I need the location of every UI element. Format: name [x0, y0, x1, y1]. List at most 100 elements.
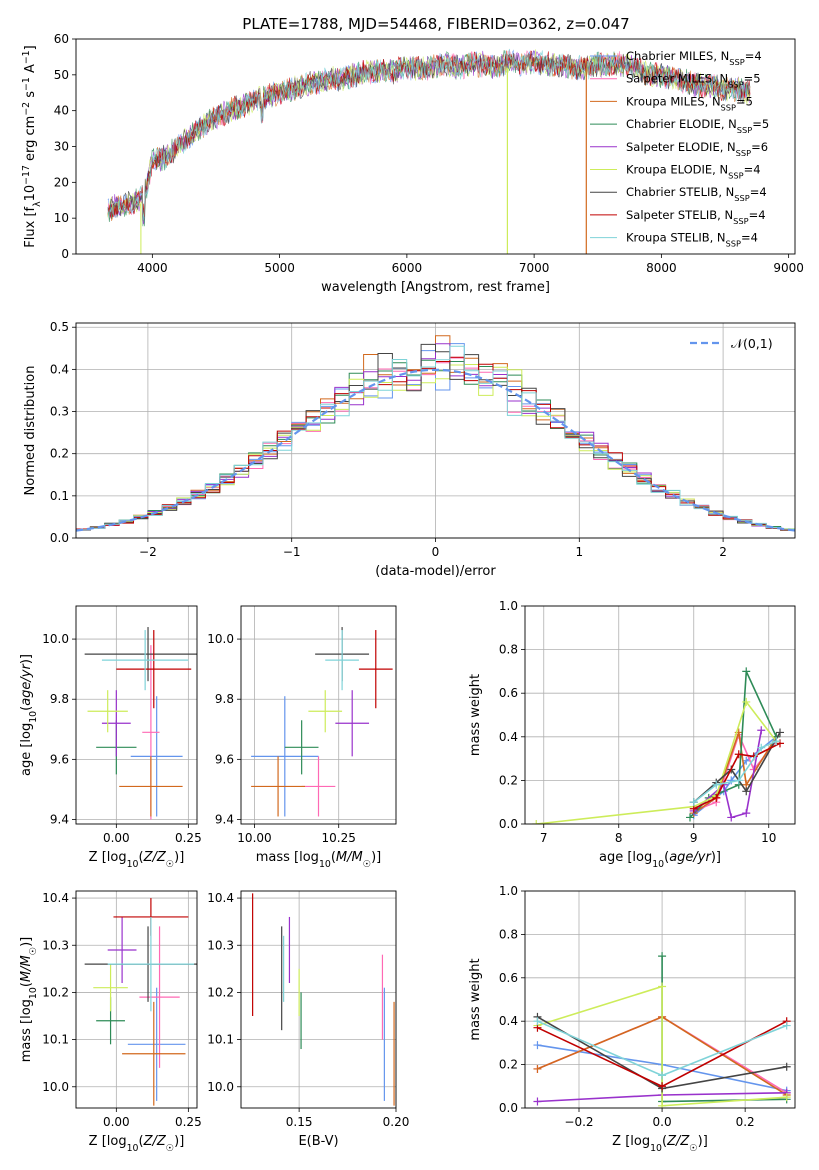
errorbar-points: [251, 627, 393, 817]
mass-weight-marker: [689, 798, 698, 807]
y-tick-label: 10.1: [42, 1033, 69, 1047]
mass-weight-marker: [727, 813, 736, 822]
mass-weight-marker: [757, 726, 766, 735]
mass-weight-marker: [686, 813, 694, 822]
residuals-panel: −2 −1 0 1 2 0.0 0.1 0.2 0.3 0.4 0.5 (data-model)/er…: [23, 320, 796, 579]
mass-weight-marker: [658, 982, 667, 991]
x-axis-label: (data-model)/error: [375, 564, 496, 579]
mass-weight-marker: [727, 776, 736, 785]
x-tick-label: 9: [690, 831, 698, 845]
x-tick-label: 0.2: [736, 1115, 755, 1129]
y-tick-label: 0.4: [499, 1014, 518, 1028]
x-tick-label: 9000: [773, 261, 804, 275]
mass-weight-marker: [776, 739, 784, 748]
y-tick-label: 1.0: [499, 884, 518, 898]
y-axis-label: mass weight: [468, 674, 483, 756]
y-tick-label: 0.4: [50, 362, 69, 376]
x-tick-label: 10: [761, 831, 776, 845]
x-tick-label: −2: [139, 545, 157, 559]
x-tick-label: 5000: [264, 261, 295, 275]
y-tick-label: 9.8: [215, 692, 234, 706]
spectrum-series: [107, 48, 751, 254]
x-tick-label: 8000: [646, 261, 677, 275]
y-tick-label: 0.6: [499, 686, 518, 700]
mass-weight-marker: [742, 667, 751, 676]
x-tick-label: 10.25: [322, 831, 356, 845]
axes-frame: [75, 890, 198, 1109]
x-tick-label: 8: [615, 831, 623, 845]
mass-weight-marker: [658, 1071, 667, 1080]
y-tick-label: 9.6: [215, 752, 234, 766]
x-axis-label: Z [log10(Z/Z☉)]: [89, 850, 185, 870]
x-tick-label: 0.15: [286, 1115, 313, 1129]
legend-label: Chabrier ELODIE, NSSP=5: [626, 117, 769, 135]
x-tick-label: 0: [432, 545, 440, 559]
y-tick-label: 9.6: [50, 752, 69, 766]
age-vs-metallicity-panel: 0.00 0.25 9.4 9.6 9.8 10.0 Z [log10(Z/Z☉)] age …: [19, 605, 202, 870]
y-tick-label: 9.4: [50, 812, 69, 826]
y-tick-label: 50: [54, 68, 69, 82]
errorbar-points: [84, 898, 197, 1106]
errorbar-points: [84, 627, 197, 820]
mass-weight-marker: [658, 1101, 667, 1108]
mass-weight-marker: [757, 743, 766, 752]
legend-label: Kroupa STELIB, NSSP=4: [626, 231, 758, 249]
legend-label: Salpeter STELIB, NSSP=4: [626, 208, 766, 226]
spectrum-line: [107, 48, 751, 221]
x-tick-label: 0.00: [103, 1115, 130, 1129]
mass-weight-marker: [533, 1097, 542, 1106]
y-tick-label: 10.0: [42, 632, 69, 646]
y-tick-label: 10.2: [207, 985, 234, 999]
y-tick-label: 0.4: [499, 730, 518, 744]
mass-weight-marker: [782, 1021, 791, 1030]
x-tick-label: 0.20: [383, 1115, 410, 1129]
x-tick-label: 0.25: [175, 831, 202, 845]
mass-weight-marker: [742, 787, 751, 796]
mass-weight-marker: [533, 1041, 542, 1050]
mass-weight-marker: [532, 820, 541, 824]
mass-vs-extinction-panel: 0.15 0.20 10.0 10.1 10.2 10.3 10.4 E(B-V): [207, 890, 410, 1149]
axes-frame: [75, 605, 198, 825]
legend-label: Salpeter ELODIE, NSSP=6: [626, 140, 768, 158]
axes-frame: [240, 890, 397, 1109]
histogram-step: [76, 345, 795, 531]
mass-weight-marker: [712, 793, 721, 802]
mass-weight-series: [533, 952, 791, 1108]
x-tick-label: 0.00: [103, 831, 130, 845]
mass-weight-marker: [782, 1062, 791, 1071]
x-tick-label: 1: [575, 545, 583, 559]
axes-frame: [524, 605, 796, 825]
y-tick-label: 40: [54, 104, 69, 118]
y-axis-label: age [log10(age/yr)]: [19, 654, 39, 776]
legend-label: Salpeter MILES, NSSP=5: [626, 72, 761, 90]
errorbar-points: [252, 893, 395, 1106]
mass-weight-marker: [734, 776, 743, 785]
x-tick-label: 6000: [392, 261, 423, 275]
x-axis-label: Z [log10(Z/Z☉)]: [612, 1134, 708, 1154]
mass-weight-line: [693, 740, 777, 803]
mass-weight-marker: [776, 728, 784, 737]
mass-weight-marker: [658, 952, 667, 961]
mass-weight-marker: [772, 737, 781, 746]
y-tick-label: 0.8: [499, 643, 518, 657]
x-tick-label: −0.2: [564, 1115, 593, 1129]
y-tick-label: 0.6: [499, 971, 518, 985]
y-axis-label: Flux [fλ10−17 erg cm−2 s−1 A−1]: [21, 45, 43, 247]
y-tick-label: 30: [54, 140, 69, 154]
y-tick-label: 0.0: [499, 1101, 518, 1115]
y-axis-label: Normed distribution: [23, 366, 38, 496]
spectrum-line: [107, 49, 751, 225]
y-tick-label: 0.0: [50, 531, 69, 545]
mass-weight-line: [537, 985, 787, 1107]
x-tick-label: 7: [540, 831, 548, 845]
y-tick-label: 0: [61, 247, 69, 261]
x-tick-label: 10.00: [237, 831, 271, 845]
spectrum-line: [107, 50, 751, 218]
y-tick-label: 10: [54, 211, 69, 225]
histogram-step: [76, 364, 795, 530]
mass-weight-series: [532, 667, 784, 824]
x-axis-label: mass [log10(M/M☉)]: [256, 850, 382, 870]
mass-weight-marker: [712, 780, 721, 789]
x-tick-label: 7000: [519, 261, 550, 275]
